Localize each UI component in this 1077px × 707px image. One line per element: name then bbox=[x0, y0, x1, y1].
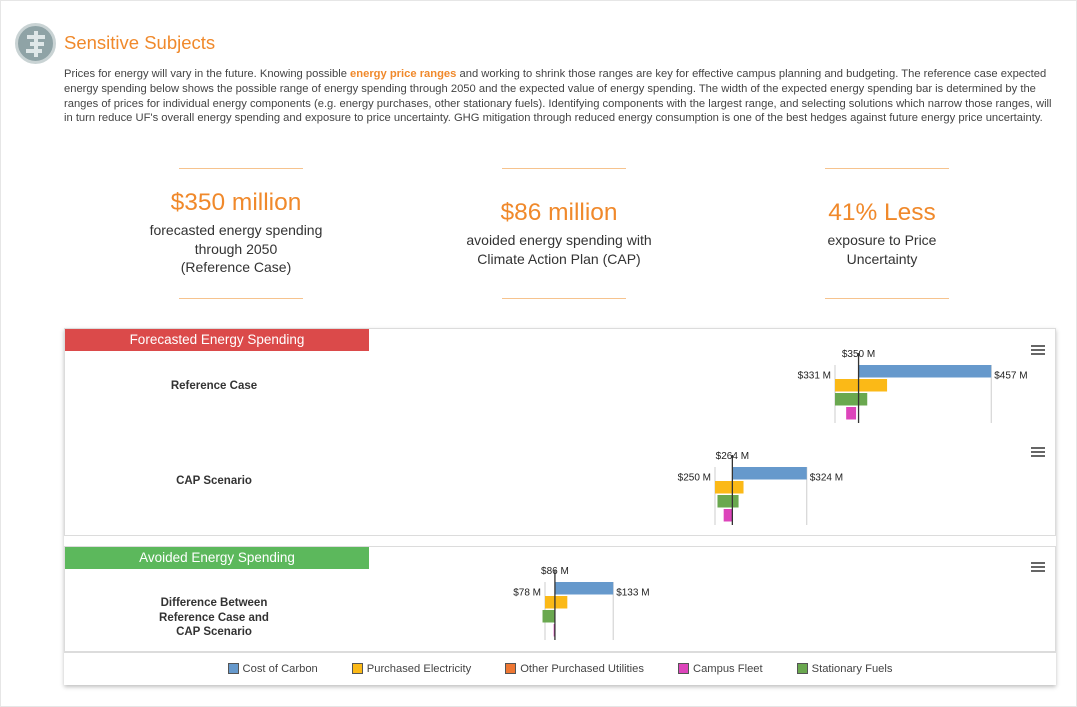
bar-stationary-fuels[interactable] bbox=[542, 610, 555, 623]
stat-value: $350 million bbox=[170, 189, 302, 216]
max-label: $457 M bbox=[994, 371, 1027, 382]
min-label: $331 M bbox=[798, 371, 831, 382]
chart-legend: Cost of Carbon Purchased Electricity Oth… bbox=[64, 652, 1056, 684]
avoided-banner: Avoided Energy Spending bbox=[65, 547, 369, 569]
min-label: $78 M bbox=[513, 588, 541, 599]
reference-case-chart: $350 M $331 M $457 M bbox=[798, 349, 1028, 423]
bar-purchased-electricity[interactable] bbox=[545, 596, 568, 609]
cap-scenario-label: CAP Scenario bbox=[176, 475, 252, 487]
bar-stationary-fuels[interactable] bbox=[835, 393, 868, 406]
legend-swatch bbox=[351, 663, 363, 674]
bar-stationary-fuels[interactable] bbox=[717, 495, 739, 508]
min-label: $250 M bbox=[678, 473, 711, 484]
stat-avoided: $86 million avoided energy spending with… bbox=[444, 168, 674, 300]
bar-purchased-electricity[interactable] bbox=[835, 379, 888, 392]
legend-swatch bbox=[796, 663, 808, 674]
logo-icon bbox=[15, 23, 56, 64]
menu-icon[interactable] bbox=[1031, 562, 1045, 572]
legend-item[interactable]: Stationary Fuels bbox=[796, 663, 892, 675]
bar-campus-fleet[interactable] bbox=[723, 509, 733, 522]
legend-swatch bbox=[227, 663, 239, 674]
energy-price-ranges-link[interactable]: energy price ranges bbox=[350, 68, 457, 80]
legend-item[interactable]: Purchased Electricity bbox=[351, 663, 471, 675]
menu-icon[interactable] bbox=[1031, 447, 1045, 457]
stat-forecasted: $350 million forecasted energy spending … bbox=[121, 168, 351, 300]
forecast-banner: Forecasted Energy Spending bbox=[65, 329, 369, 351]
expected-label: $264 M bbox=[716, 451, 749, 462]
bar-cost-of-carbon[interactable] bbox=[732, 467, 807, 480]
difference-label: Difference Between Reference Case and CA… bbox=[159, 597, 269, 638]
intro-paragraph: Prices for energy will vary in the futur… bbox=[64, 68, 1052, 125]
forecast-panel: Forecasted Energy Spending Reference Cas… bbox=[64, 328, 1056, 536]
bar-cost-of-carbon[interactable] bbox=[554, 582, 614, 595]
legend-item[interactable]: Other Purchased Utilities bbox=[505, 663, 644, 675]
legend-swatch bbox=[505, 663, 517, 674]
bar-campus-fleet[interactable] bbox=[846, 407, 857, 420]
legend-item[interactable]: Campus Fleet bbox=[677, 663, 763, 675]
bar-cost-of-carbon[interactable] bbox=[858, 365, 992, 378]
stat-value: 41% Less bbox=[828, 199, 936, 226]
page-title: Sensitive Subjects bbox=[64, 32, 216, 53]
stat-value: $86 million bbox=[500, 199, 618, 226]
max-label: $324 M bbox=[810, 473, 843, 484]
legend-swatch bbox=[677, 663, 689, 674]
difference-chart: $86 M$78 M $133 M bbox=[513, 566, 650, 640]
expected-label: $86 M bbox=[541, 566, 569, 577]
legend-item[interactable]: Cost of Carbon bbox=[227, 663, 318, 675]
menu-icon[interactable] bbox=[1031, 345, 1045, 355]
cap-scenario-chart: $264 M $250 M $324 M bbox=[678, 451, 843, 525]
bar-purchased-electricity[interactable] bbox=[715, 481, 744, 494]
stat-exposure: 41% Less exposure to Price Uncertainty bbox=[767, 168, 997, 300]
reference-case-label: Reference Case bbox=[170, 380, 258, 392]
max-label: $133 M bbox=[616, 588, 649, 599]
expected-label: $350 M bbox=[842, 349, 875, 360]
